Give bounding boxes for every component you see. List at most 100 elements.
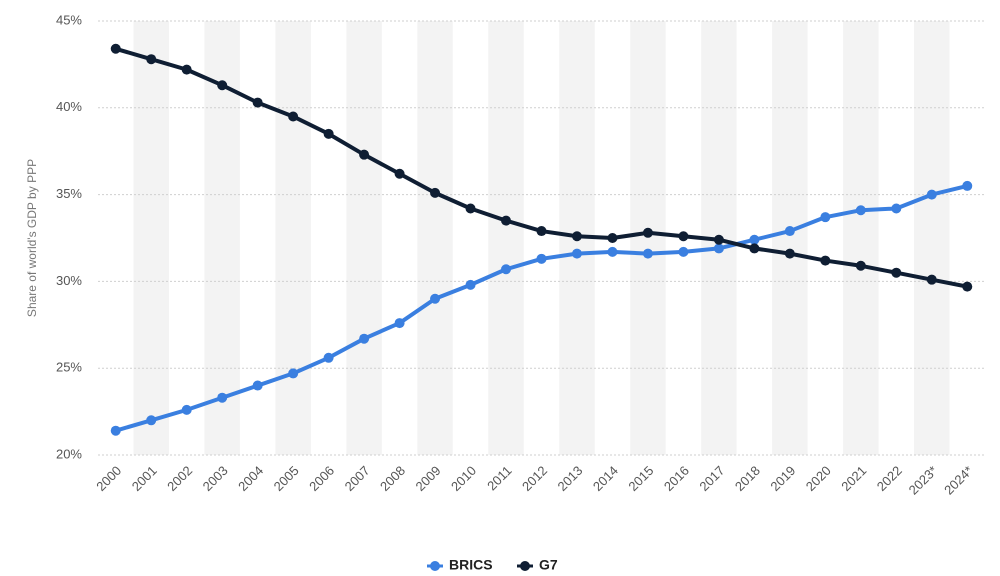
y-tick-label: 25%: [56, 360, 82, 375]
data-point: [146, 415, 157, 426]
data-point: [323, 352, 334, 363]
data-point: [323, 128, 334, 139]
x-tick-label: 2011: [484, 463, 514, 493]
column-band: [346, 21, 382, 455]
column-band: [133, 21, 169, 455]
legend-swatch: [430, 561, 440, 571]
data-point: [394, 318, 405, 329]
data-point: [784, 248, 795, 259]
data-point: [926, 274, 937, 285]
data-point: [713, 234, 724, 245]
data-point: [749, 234, 760, 245]
column-band: [843, 21, 879, 455]
data-point: [642, 227, 653, 238]
x-tick-label: 2021: [838, 463, 869, 494]
data-point: [146, 54, 157, 65]
x-tick-label: 2006: [306, 463, 337, 494]
y-tick-label: 40%: [56, 99, 82, 114]
legend-swatch: [520, 561, 530, 571]
y-tick-label: 45%: [56, 12, 82, 27]
column-band: [417, 21, 453, 455]
data-point: [359, 149, 370, 160]
data-point: [181, 64, 192, 75]
data-point: [962, 180, 973, 191]
y-tick-label: 20%: [56, 446, 82, 461]
data-point: [288, 111, 299, 122]
column-band: [914, 21, 950, 455]
legend-label: G7: [539, 557, 558, 573]
x-tick-label: 2024*: [941, 463, 976, 498]
x-tick-label: 2004: [235, 463, 266, 494]
data-point: [430, 187, 441, 198]
x-tick-label: 2018: [732, 463, 763, 494]
data-point: [749, 243, 760, 254]
data-point: [359, 333, 370, 344]
y-tick-label: 30%: [56, 273, 82, 288]
data-point: [678, 231, 689, 242]
x-tick-label: 2016: [661, 463, 692, 494]
x-tick-label: 2000: [93, 463, 124, 494]
data-point: [571, 231, 582, 242]
data-point: [678, 246, 689, 257]
data-point: [571, 248, 582, 259]
x-tick-label: 2013: [554, 463, 585, 494]
data-point: [501, 264, 512, 275]
data-point: [465, 203, 476, 214]
x-tick-label: 2017: [696, 463, 727, 494]
x-tick-label: 2007: [342, 463, 373, 494]
data-point: [465, 279, 476, 290]
data-point: [855, 205, 866, 216]
data-point: [926, 189, 937, 200]
data-point: [962, 281, 973, 292]
data-point: [110, 43, 121, 54]
x-tick-label: 2022: [874, 463, 905, 494]
column-band: [488, 21, 524, 455]
x-tick-label: 2005: [271, 463, 302, 494]
data-point: [713, 243, 724, 254]
data-point: [394, 168, 405, 179]
x-tick-label: 2014: [590, 463, 621, 494]
data-point: [820, 212, 831, 223]
data-point: [217, 80, 228, 91]
x-tick-label: 2002: [164, 463, 195, 494]
data-point: [217, 392, 228, 403]
x-tick-label: 2012: [519, 463, 550, 494]
column-band: [772, 21, 808, 455]
x-tick-label: 2015: [625, 463, 656, 494]
data-point: [642, 248, 653, 259]
data-point: [820, 255, 831, 266]
legend-label: BRICS: [449, 557, 493, 573]
data-point: [891, 203, 902, 214]
data-point: [607, 233, 618, 243]
series-line: [115, 46, 968, 289]
data-point: [110, 425, 121, 436]
x-tick-label: 2010: [448, 463, 479, 494]
data-point: [252, 97, 263, 108]
column-band: [204, 21, 240, 455]
y-tick-label: 35%: [56, 186, 82, 201]
data-point: [784, 226, 795, 237]
data-point: [536, 226, 547, 237]
data-point: [430, 293, 441, 304]
data-point: [891, 267, 902, 278]
data-point: [607, 246, 618, 257]
x-tick-label: 2023*: [906, 463, 941, 498]
data-point: [501, 215, 512, 226]
x-tick-label: 2003: [200, 463, 231, 494]
x-tick-label: 2008: [377, 463, 408, 494]
y-axis-label: Share of world's GDP by PPP: [25, 159, 39, 317]
data-point: [288, 368, 299, 379]
column-band: [275, 21, 311, 455]
x-tick-label: 2019: [767, 463, 798, 494]
x-tick-label: 2009: [413, 463, 444, 494]
series-line: [115, 183, 968, 433]
x-tick-label: 2001: [129, 463, 160, 494]
data-point: [536, 253, 547, 264]
data-point: [855, 260, 866, 271]
data-point: [252, 380, 263, 391]
data-point: [181, 404, 192, 415]
column-band: [630, 21, 666, 455]
x-tick-label: 2020: [803, 463, 834, 494]
